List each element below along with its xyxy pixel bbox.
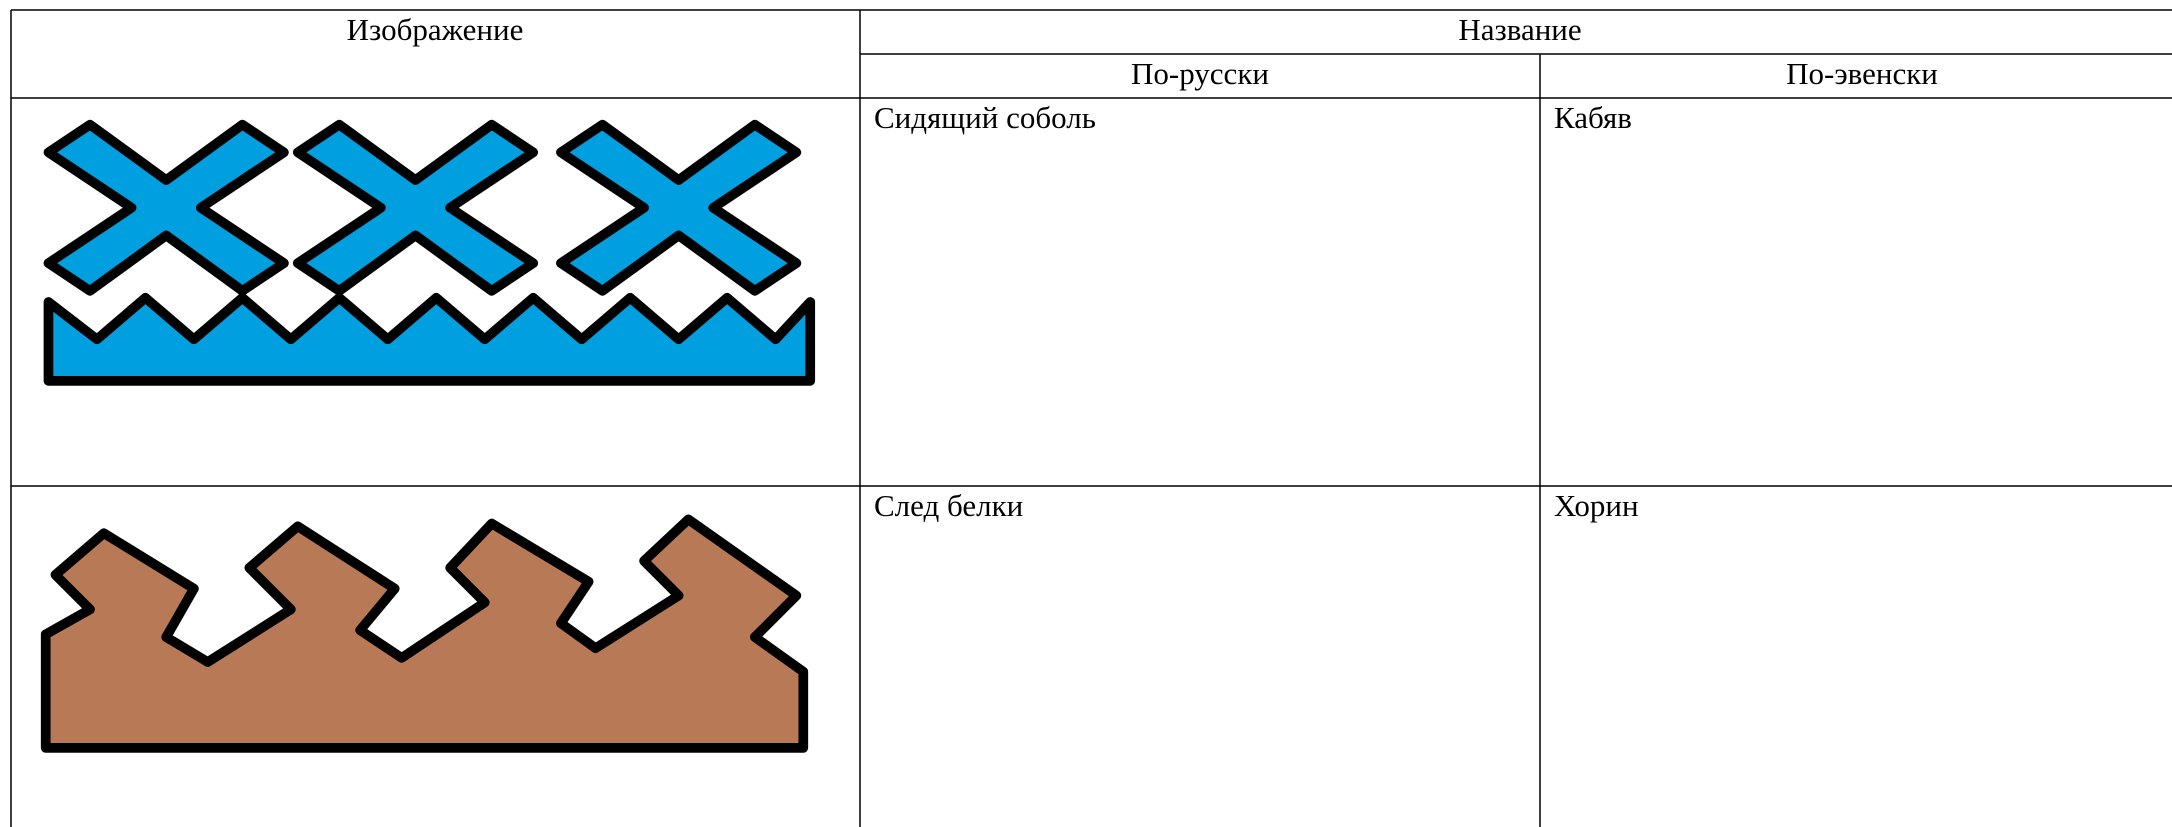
header-image: Изображение [347, 12, 524, 47]
header-even: По-эвенски [1786, 56, 1938, 91]
row-russian: Сидящий соболь [874, 100, 1096, 135]
sable-ornament [43, 119, 816, 386]
row-even: Кабяв [1554, 100, 1632, 135]
row-russian: След белки [874, 488, 1023, 523]
header-russian: По-русски [1131, 56, 1269, 91]
squirrel-ornament [40, 514, 809, 753]
table-grid [10, 9, 2172, 827]
header-name: Название [1458, 12, 1581, 47]
row-even: Хорин [1554, 488, 1639, 523]
